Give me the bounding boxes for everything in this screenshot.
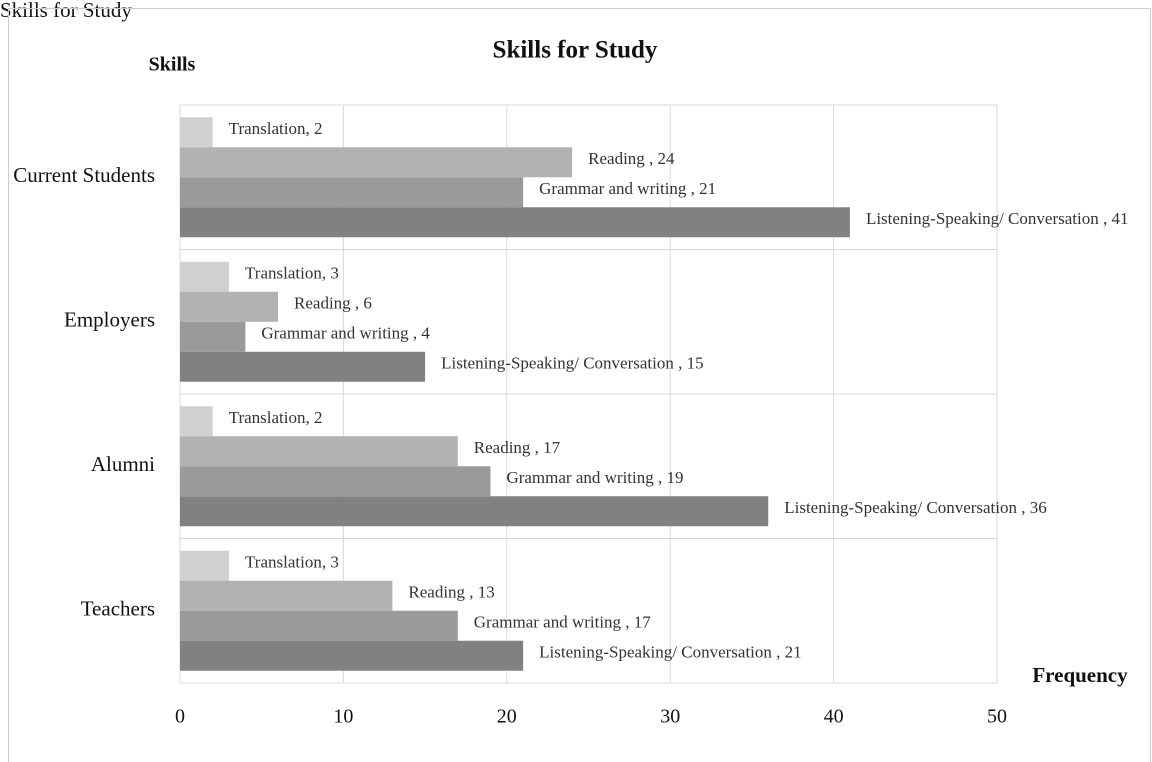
- chart-title: Skills for Study: [493, 37, 658, 64]
- data-label: Translation, 3: [245, 264, 339, 283]
- bar: [180, 406, 213, 437]
- y-tick-label: Teachers: [81, 597, 155, 621]
- x-tick-label: 50: [987, 706, 1007, 728]
- data-label: Reading , 24: [588, 149, 675, 168]
- bar: [180, 177, 524, 208]
- data-label: Listening-Speaking/ Conversation , 41: [866, 209, 1129, 228]
- caption: Skills for Study: [0, 0, 132, 22]
- x-tick-label: 20: [497, 706, 517, 728]
- data-label: Translation, 3: [245, 553, 339, 572]
- data-label: Reading , 13: [408, 583, 494, 602]
- data-label: Reading , 6: [294, 294, 372, 313]
- bar: [180, 261, 230, 292]
- data-label: Grammar and writing , 17: [474, 613, 652, 632]
- data-label: Listening-Speaking/ Conversation , 36: [784, 498, 1047, 517]
- x-axis-label: Frequency: [1032, 663, 1128, 687]
- y-axis-label: Skills: [149, 54, 196, 76]
- data-label: Grammar and writing , 19: [506, 468, 683, 487]
- x-tick-label: 0: [175, 706, 185, 728]
- data-label: Listening-Speaking/ Conversation , 15: [441, 354, 704, 373]
- bar: [180, 580, 393, 611]
- bar: [180, 496, 769, 527]
- bar: [180, 291, 279, 322]
- bar: [180, 207, 850, 238]
- bar: [180, 640, 524, 671]
- bar: [180, 351, 426, 382]
- bar: [180, 147, 573, 178]
- data-label: Listening-Speaking/ Conversation , 21: [539, 643, 802, 662]
- y-tick-label: Alumni: [91, 452, 155, 476]
- data-label: Grammar and writing , 4: [261, 324, 430, 343]
- data-label: Reading , 17: [474, 438, 561, 457]
- bar: [180, 466, 491, 497]
- x-tick-label: 40: [824, 706, 844, 728]
- bar: [180, 436, 458, 467]
- bar: [180, 321, 246, 352]
- y-tick-label: Employers: [64, 308, 155, 332]
- y-tick-label: Current Students: [13, 163, 155, 187]
- data-label: Translation, 2: [229, 119, 323, 138]
- bar: [180, 550, 230, 581]
- data-label: Translation, 2: [229, 408, 323, 427]
- chart-frame: [8, 8, 1151, 762]
- bar: [180, 610, 458, 641]
- x-tick-label: 10: [333, 706, 353, 728]
- bar: [180, 117, 213, 148]
- x-tick-label: 30: [660, 706, 680, 728]
- data-label: Grammar and writing , 21: [539, 179, 716, 198]
